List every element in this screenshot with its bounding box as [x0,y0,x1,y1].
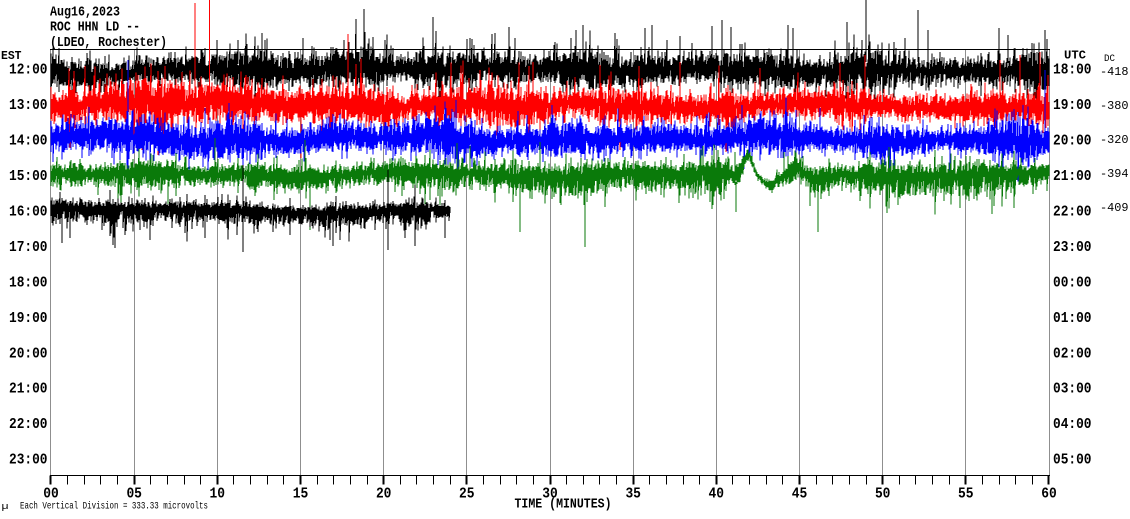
svg-text:05: 05 [126,486,142,503]
svg-text:23:00: 23:00 [1053,239,1092,256]
svg-text:-418: -418 [1100,65,1129,79]
svg-text:04:00: 04:00 [1053,416,1092,433]
svg-text:50: 50 [875,486,891,503]
svg-text:µ: µ [2,502,9,512]
svg-text:45: 45 [792,486,808,503]
svg-text:Each Vertical Division = 333.: Each Vertical Division = 333.33 microvol… [20,501,208,513]
svg-text:01:00: 01:00 [1053,310,1092,327]
svg-text:15: 15 [293,486,309,503]
svg-text:55: 55 [958,486,974,503]
svg-text:13:00: 13:00 [9,97,48,114]
svg-text:19:00: 19:00 [1053,97,1092,114]
svg-text:21:00: 21:00 [1053,168,1092,185]
svg-text:ROC HHN LD --: ROC HHN LD -- [50,20,140,36]
svg-text:EST: EST [1,49,22,63]
svg-text:30: 30 [542,486,558,503]
svg-text:-394: -394 [1100,167,1129,181]
svg-text:60: 60 [1041,486,1057,503]
svg-text:20:00: 20:00 [9,345,48,362]
svg-text:16:00: 16:00 [9,203,48,220]
svg-text:35: 35 [625,486,641,503]
svg-text:25: 25 [459,486,475,503]
svg-text:05:00: 05:00 [1053,452,1092,469]
svg-text:02:00: 02:00 [1053,345,1092,362]
svg-text:40: 40 [709,486,725,503]
svg-text:22:00: 22:00 [9,416,48,433]
svg-text:Aug16,2023: Aug16,2023 [50,5,120,21]
svg-text:10: 10 [210,486,226,503]
svg-text:TIME (MINUTES): TIME (MINUTES) [515,497,612,513]
svg-text:17:00: 17:00 [9,239,48,256]
svg-text:DC: DC [1104,54,1115,65]
svg-text:-409: -409 [1100,201,1129,215]
svg-text:(LDEO, Rochester): (LDEO, Rochester) [50,35,167,51]
svg-text:20:00: 20:00 [1053,133,1092,150]
svg-text:00:00: 00:00 [1053,274,1092,291]
svg-text:18:00: 18:00 [1053,62,1092,79]
svg-text:19:00: 19:00 [9,310,48,327]
svg-text:20: 20 [376,486,392,503]
svg-text:00: 00 [43,486,59,503]
svg-text:14:00: 14:00 [9,133,48,150]
svg-text:-380: -380 [1100,99,1129,113]
svg-text:03:00: 03:00 [1053,381,1092,398]
svg-text:UTC: UTC [1064,49,1086,63]
svg-text:23:00: 23:00 [9,452,48,469]
svg-text:15:00: 15:00 [9,168,48,185]
svg-text:21:00: 21:00 [9,381,48,398]
svg-text:12:00: 12:00 [9,62,48,79]
svg-text:18:00: 18:00 [9,274,48,291]
svg-text:22:00: 22:00 [1053,203,1092,220]
svg-text:-320: -320 [1100,133,1129,147]
